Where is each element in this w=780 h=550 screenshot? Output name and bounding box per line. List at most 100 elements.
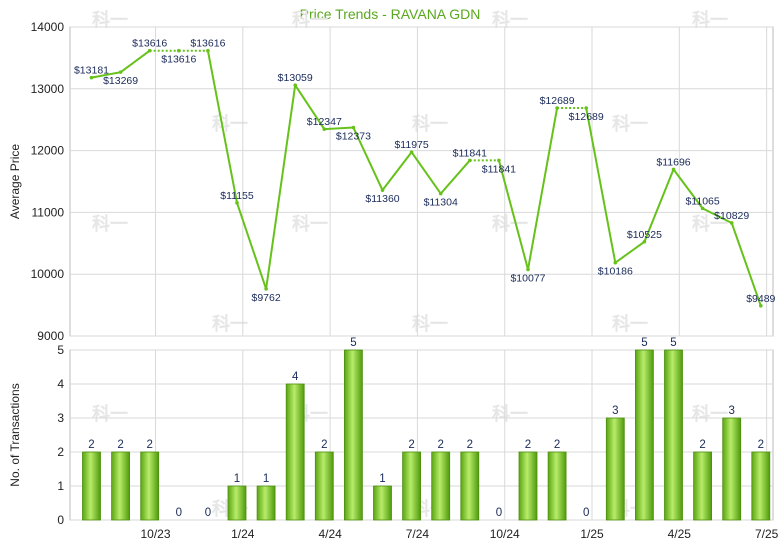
price-data-label: $12689 — [540, 95, 575, 107]
transactions-y-tick-label: 0 — [57, 513, 64, 527]
transaction-count-label: 2 — [467, 439, 473, 451]
transactions-y-tick-label: 2 — [57, 445, 64, 459]
transaction-bar — [635, 349, 654, 521]
price-line-segment — [585, 107, 617, 263]
price-y-tick-label: 11000 — [32, 205, 65, 219]
price-point — [700, 206, 705, 211]
transaction-count-label: 2 — [699, 439, 705, 451]
price-data-label: $11304 — [424, 197, 458, 209]
price-y-tick-label: 9000 — [37, 329, 64, 343]
price-point — [729, 221, 734, 225]
transaction-count-label: 1 — [263, 473, 269, 485]
transaction-count-label: 2 — [554, 439, 560, 451]
price-point — [584, 106, 588, 110]
price-y-tick-label: 14000 — [31, 20, 65, 34]
transaction-bar — [547, 451, 567, 521]
price-line-segment — [643, 169, 675, 243]
price-data-label: $13616 — [190, 38, 225, 50]
price-line-segment — [294, 84, 326, 130]
transaction-count-label: 0 — [496, 507, 502, 519]
price-data-label: $13269 — [103, 75, 138, 87]
transaction-bar — [82, 451, 101, 521]
watermark-text: 科一 — [292, 9, 328, 30]
transaction-count-label: 2 — [408, 439, 414, 451]
price-data-label: $10829 — [714, 210, 749, 222]
price-line-segment — [91, 71, 121, 79]
transaction-count-label: 0 — [176, 507, 182, 519]
price-point — [380, 188, 385, 192]
price-point — [147, 48, 152, 53]
watermark-text: 科一 — [412, 313, 448, 334]
watermark-text: 科一 — [92, 213, 128, 234]
price-point — [293, 83, 298, 87]
price-data-label: $11065 — [685, 195, 719, 207]
price-line-segment — [439, 159, 471, 195]
price-data-label: $9489 — [746, 293, 775, 305]
transaction-bar — [285, 383, 305, 521]
transaction-count-label: 2 — [437, 439, 443, 451]
price-data-label: $13181 — [74, 65, 109, 77]
price-data-label: $11696 — [656, 156, 690, 168]
transaction-count-label: 2 — [525, 439, 531, 451]
price-line-segment — [206, 50, 238, 204]
x-tick-label: 10/24 — [490, 527, 520, 541]
price-data-label: $10186 — [598, 266, 633, 278]
price-point — [613, 260, 618, 265]
price-point — [409, 150, 414, 154]
watermark-text: 科一 — [692, 213, 728, 234]
transaction-count-label: 0 — [205, 507, 211, 519]
x-tick-label: 4/25 — [668, 527, 692, 541]
price-plot-area — [69, 26, 774, 337]
transaction-bar — [343, 349, 363, 521]
price-point — [438, 191, 443, 196]
price-point — [555, 106, 559, 110]
price-data-label: $13616 — [161, 54, 196, 66]
watermark-text: 科一 — [692, 403, 728, 424]
transaction-bar — [751, 451, 771, 521]
price-point — [351, 125, 356, 130]
transaction-bar — [140, 451, 160, 521]
transaction-bar — [460, 451, 480, 521]
transaction-bar — [664, 349, 683, 521]
price-line-segment — [527, 107, 559, 270]
transaction-bar — [314, 451, 334, 521]
watermark-text: 科一 — [212, 313, 248, 334]
transaction-bar — [373, 485, 392, 521]
transaction-count-label: 2 — [117, 439, 123, 451]
watermark-text: 科一 — [492, 213, 528, 234]
transaction-bar — [402, 451, 422, 521]
transaction-bar — [256, 485, 276, 521]
transaction-bar — [605, 417, 625, 521]
price-point — [177, 48, 181, 53]
price-line-segment — [497, 160, 529, 270]
transaction-count-label: 5 — [350, 337, 356, 349]
transaction-count-label: 2 — [321, 439, 327, 451]
price-y-tick-label: 12000 — [31, 144, 65, 158]
price-data-label: $10525 — [627, 229, 662, 241]
transaction-count-label: 5 — [641, 337, 647, 349]
transaction-count-label: 2 — [88, 439, 94, 451]
price-line-segment — [324, 126, 354, 131]
x-tick-label: 7/25 — [755, 527, 779, 541]
transactions-y-tick-label: 1 — [57, 479, 64, 493]
price-data-label: $11975 — [394, 139, 428, 151]
transaction-count-label: 4 — [292, 371, 299, 383]
price-data-label: $10077 — [510, 272, 545, 284]
price-data-label: $13616 — [132, 38, 167, 50]
x-tick-label: 4/24 — [318, 527, 342, 541]
watermark-text: 科一 — [492, 403, 528, 424]
price-point — [206, 48, 210, 53]
transaction-bar — [722, 417, 742, 521]
watermark-text: 科一 — [612, 113, 648, 134]
transaction-count-label: 1 — [234, 473, 240, 485]
price-point — [235, 201, 239, 205]
price-data-label: $11841 — [482, 163, 516, 175]
price-line-segment — [352, 127, 384, 191]
price-data-label: $11360 — [365, 193, 399, 205]
price-point — [322, 127, 327, 131]
x-tick-label: 1/25 — [580, 527, 604, 541]
price-data-label: $11841 — [453, 147, 487, 159]
price-line-segment — [265, 85, 297, 290]
watermark-text: 科一 — [492, 9, 528, 30]
watermark-text: 科一 — [92, 9, 128, 30]
